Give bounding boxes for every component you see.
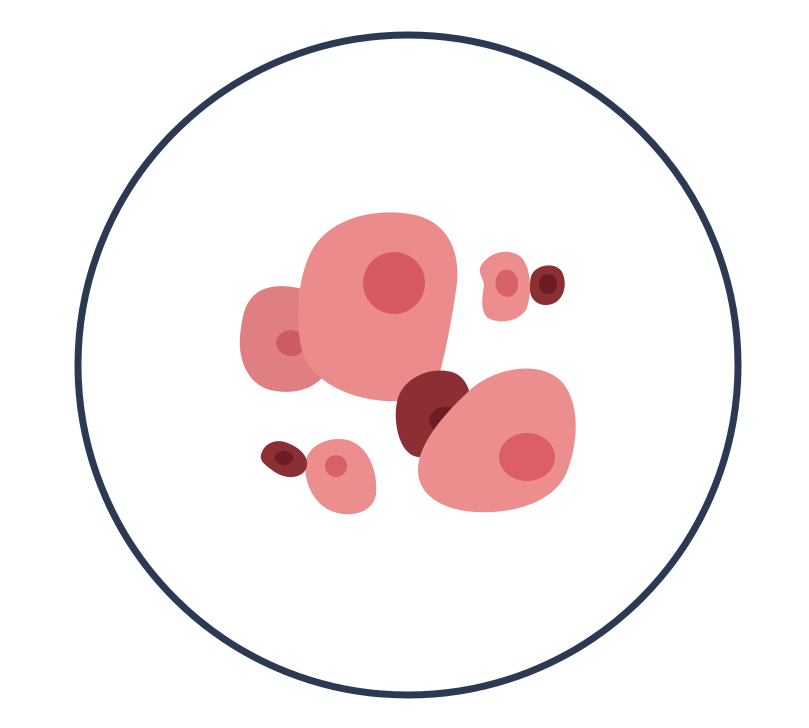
nucleus-large: [363, 252, 425, 314]
nucleus-right-bottom: [499, 433, 555, 481]
nucleus-dark-top-right: [539, 274, 557, 294]
nucleus-bottom-left: [325, 455, 347, 477]
nucleus-top-right: [495, 269, 518, 297]
nucleus-dark-bottom-left: [275, 451, 293, 465]
cell-bottom-left: [305, 438, 377, 515]
nucleus-left: [276, 330, 306, 356]
